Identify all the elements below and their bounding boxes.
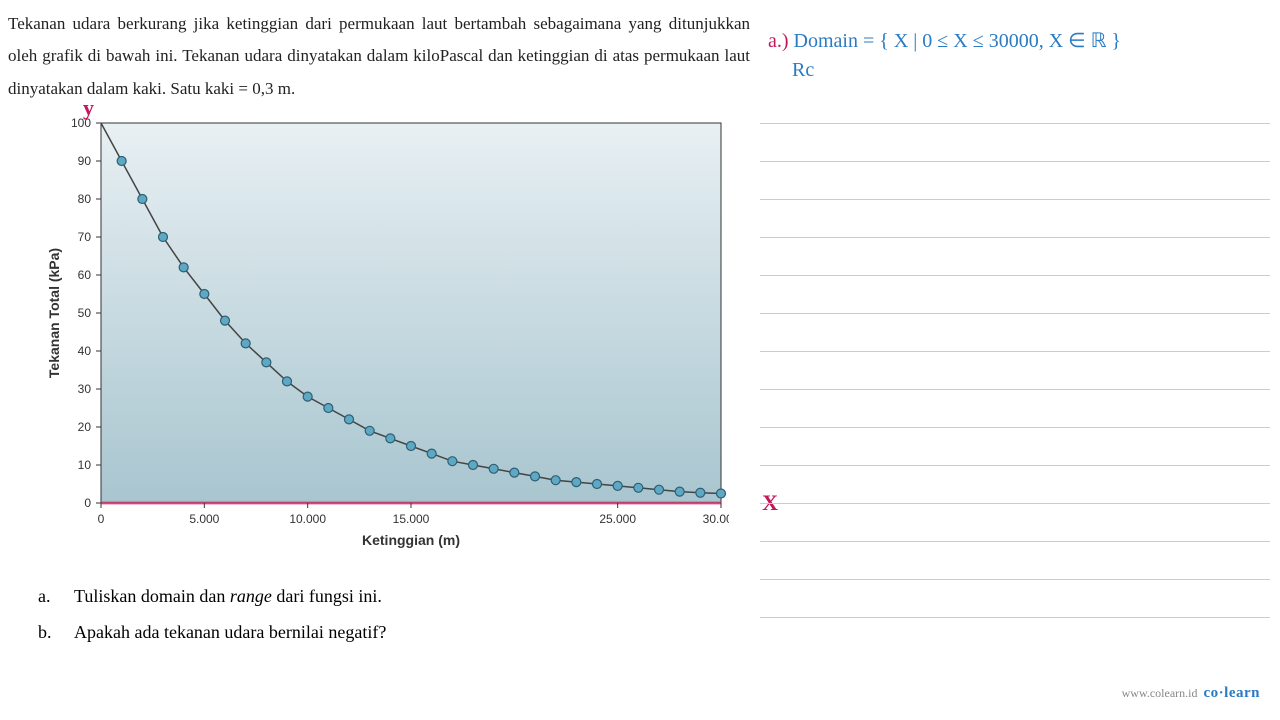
note-line (760, 162, 1270, 200)
question-b-text: Apakah ada tekanan udara bernilai negati… (74, 614, 386, 650)
svg-text:50: 50 (78, 306, 92, 320)
question-a-text: Tuliskan domain dan range dari fungsi in… (74, 578, 382, 614)
note-line (760, 580, 1270, 618)
note-line (760, 428, 1270, 466)
svg-text:30.000: 30.000 (703, 512, 729, 526)
svg-text:5.000: 5.000 (189, 512, 219, 526)
problem-text: Tekanan udara berkurang jika ketinggian … (8, 8, 760, 105)
hand-y-label: y (83, 95, 94, 121)
pressure-chart: 010203040506070809010005.00010.00015.000… (43, 115, 729, 553)
note-line (760, 504, 1270, 542)
svg-text:70: 70 (78, 230, 92, 244)
note-lines (760, 86, 1270, 618)
svg-text:Tekanan Total (kPa): Tekanan Total (kPa) (46, 248, 62, 378)
svg-text:60: 60 (78, 268, 92, 282)
notes-panel: a.) Domain = { X | 0 ≤ X ≤ 30000, X ∈ ℝ … (760, 0, 1270, 618)
svg-text:25.000: 25.000 (599, 512, 636, 526)
svg-text:Ketinggian (m): Ketinggian (m) (362, 532, 460, 548)
note-line (760, 86, 1270, 124)
questions: a. Tuliskan domain dan range dari fungsi… (38, 578, 760, 650)
brand: www.colearn.id co·learn (1122, 685, 1260, 702)
note-line (760, 352, 1270, 390)
svg-text:20: 20 (78, 420, 92, 434)
hand-answer-sub: Rc (760, 59, 1270, 82)
question-b-letter: b. (38, 614, 58, 650)
note-line (760, 390, 1270, 428)
svg-text:0: 0 (98, 512, 105, 526)
svg-text:80: 80 (78, 192, 92, 206)
svg-text:10: 10 (78, 458, 92, 472)
note-line (760, 200, 1270, 238)
svg-text:90: 90 (78, 154, 92, 168)
hand-answer-a: a.) Domain = { X | 0 ≤ X ≤ 30000, X ∈ ℝ … (760, 28, 1270, 53)
svg-text:30: 30 (78, 382, 92, 396)
svg-text:0: 0 (84, 496, 91, 510)
svg-text:15.000: 15.000 (393, 512, 430, 526)
chart-container: y 010203040506070809010005.00010.00015.0… (43, 115, 760, 558)
note-line (760, 238, 1270, 276)
note-line (760, 314, 1270, 352)
note-line (760, 466, 1270, 504)
svg-text:40: 40 (78, 344, 92, 358)
note-line (760, 276, 1270, 314)
svg-text:10.000: 10.000 (289, 512, 326, 526)
note-line (760, 124, 1270, 162)
note-line (760, 542, 1270, 580)
question-a-letter: a. (38, 578, 58, 614)
